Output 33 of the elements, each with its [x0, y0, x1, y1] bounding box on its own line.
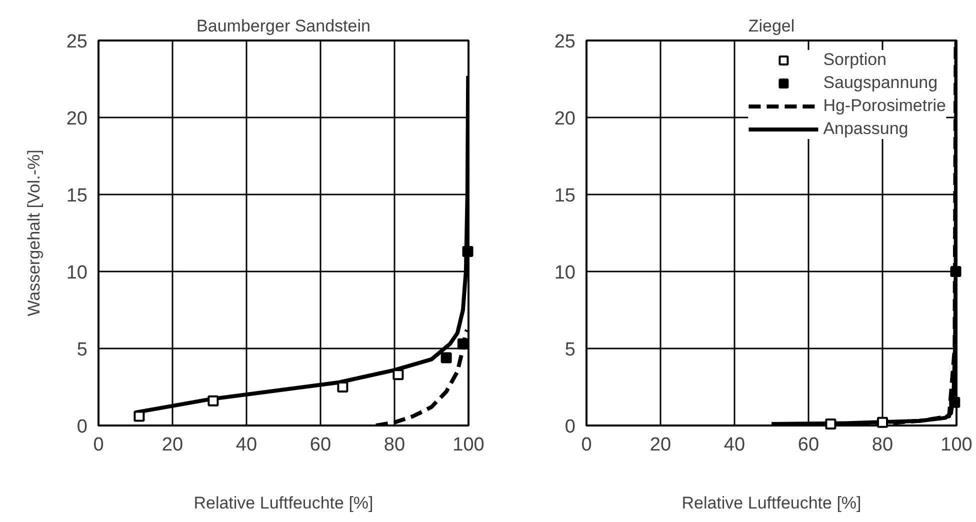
- x-tick-label: 0: [93, 434, 104, 456]
- x-tick-label: 20: [650, 434, 672, 456]
- y-tick-label: 10: [66, 262, 88, 284]
- x-axis-title: Relative Luftfeuchte [%]: [194, 494, 374, 512]
- y-tick-label: 10: [554, 262, 576, 284]
- y-tick-label: 5: [76, 340, 88, 360]
- chart-title: Baumberger Sandstein: [196, 16, 370, 36]
- legend-label: Hg-Porosimetrie: [823, 96, 946, 116]
- x-tick-label: 80: [384, 434, 406, 456]
- x-tick-label: 0: [581, 434, 592, 456]
- x-tick-label: 40: [236, 434, 258, 456]
- x-tick-label: 100: [940, 434, 972, 456]
- x-tick-label: 20: [162, 434, 184, 456]
- y-tick-label: 15: [554, 186, 576, 206]
- y-tick-label: 0: [76, 416, 88, 438]
- chart-title: Ziegel: [748, 16, 795, 36]
- y-tick-label: 20: [554, 108, 576, 130]
- y-axis-title: Wassergehalt [Vol.-%]: [24, 150, 44, 316]
- x-tick-label: 40: [724, 434, 746, 456]
- legend-label: Saugspannung: [823, 73, 938, 93]
- y-tick-label: 15: [66, 186, 88, 206]
- x-tick-label: 100: [452, 434, 484, 456]
- legend-label: Sorption: [823, 50, 887, 70]
- y-tick-label: 25: [66, 32, 88, 52]
- y-tick-label: 25: [554, 32, 576, 52]
- legend-label: Anpassung: [823, 119, 908, 139]
- y-tick-label: 0: [564, 416, 576, 438]
- y-tick-label: 20: [66, 108, 88, 130]
- x-axis-title: Relative Luftfeuchte [%]: [682, 494, 862, 512]
- y-tick-label: 5: [564, 340, 576, 360]
- x-tick-label: 80: [872, 434, 894, 456]
- x-tick-label: 60: [310, 434, 332, 456]
- x-tick-label: 60: [798, 434, 820, 456]
